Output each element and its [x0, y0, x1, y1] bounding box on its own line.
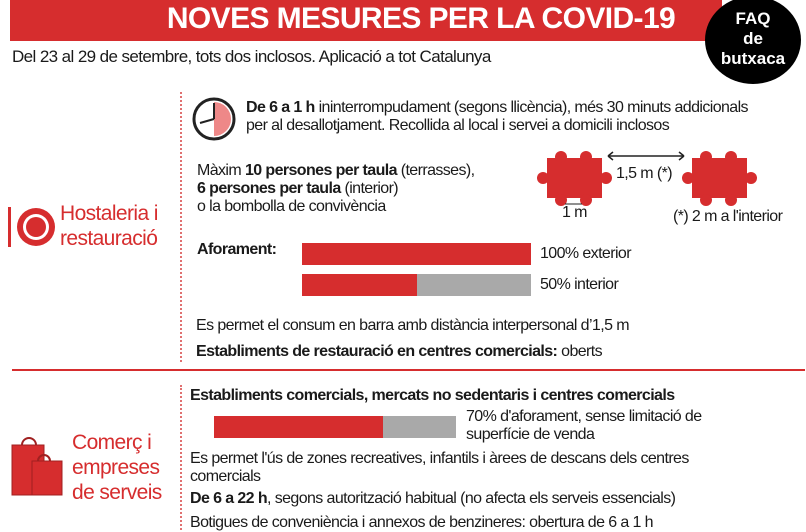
text: (terrasses), — [396, 162, 475, 179]
text-bold: Establiments de restauració en centres c… — [196, 343, 558, 360]
capacity-bar-interior — [302, 274, 531, 296]
faq-badge[interactable]: FAQ de butxaca — [705, 0, 801, 84]
faq-line: FAQ — [735, 9, 771, 28]
bar-fill — [214, 416, 384, 438]
plate-fork-icon — [8, 207, 55, 247]
section-divider — [12, 369, 805, 371]
faq-line: de — [743, 29, 763, 48]
subtitle: Del 23 al 29 de setembre, tots dos inclo… — [12, 47, 491, 66]
hours-text: De 6 a 1 h ininterrompudament (segons ll… — [246, 99, 766, 135]
hours-bold: De 6 a 1 h — [246, 99, 315, 116]
title-line: de serveis — [72, 481, 162, 504]
page-title: NOVES MESURES PER LA COVID-19 — [166, 2, 676, 35]
bar-consumption-text: Es permet el consum en barra amb distànc… — [196, 317, 630, 334]
bar-label: 100% exterior — [540, 245, 632, 262]
botigues-text: Botigues de conveniència i annexos de be… — [190, 514, 654, 531]
max-persons-text: Màxim 10 persones per taula (terrasses),… — [197, 162, 527, 216]
shopping-bags-icon — [11, 437, 63, 496]
title-banner — [10, 0, 722, 41]
text: o la bombolla de convivència — [197, 198, 386, 215]
capacity-bar-comerc — [214, 416, 456, 438]
zones-text: Es permet l'ús de zones recreatives, inf… — [190, 450, 689, 485]
bar-fill — [302, 274, 417, 296]
divider — [180, 385, 182, 530]
text: oberts — [557, 343, 603, 360]
distance-tables-label: 1,5 m (*) — [616, 165, 673, 182]
bar-label: 50% interior — [540, 276, 619, 293]
distance-chairs-label: 1 m — [562, 204, 587, 221]
text-bold: De 6 a 22 h — [190, 490, 268, 507]
text: , segons autorització habitual (no afect… — [267, 490, 676, 507]
text-bold: 6 persones per taula — [197, 180, 341, 197]
text: (interior) — [340, 180, 399, 197]
section-title-comerc: Comerç i empreses de serveis — [72, 430, 162, 505]
faq-line: butxaca — [720, 49, 786, 68]
section-title-hostaleria: Hostaleria i restauració — [60, 201, 158, 251]
title-line: Hostaleria i — [60, 202, 158, 225]
comerc-heading: Establiments comercials, mercats no sede… — [190, 387, 675, 404]
capacity-bar-exterior — [302, 243, 531, 265]
interior-note: (*) 2 m a l'interior — [673, 208, 783, 225]
comerc-hours-text: De 6 a 22 h, segons autorització habitua… — [190, 490, 676, 508]
centres-text: Establiments de restauració en centres c… — [196, 343, 603, 361]
divider — [180, 92, 182, 362]
text-bold: 10 persones per taula — [244, 162, 398, 179]
hours-detail: ininterrompudament (segons llicència), m… — [246, 99, 749, 134]
bar-label: 70% d'aforament, sense limitació de supe… — [466, 408, 702, 443]
title-line: empreses — [72, 456, 160, 479]
title-line: restauració — [60, 227, 158, 250]
text: Màxim — [197, 162, 245, 179]
bar-fill — [302, 243, 531, 265]
title-line: Comerç i — [72, 431, 152, 454]
clock-icon — [192, 97, 236, 141]
aforament-label: Aforament: — [197, 241, 277, 258]
tables-diagram-icon — [537, 151, 757, 206]
